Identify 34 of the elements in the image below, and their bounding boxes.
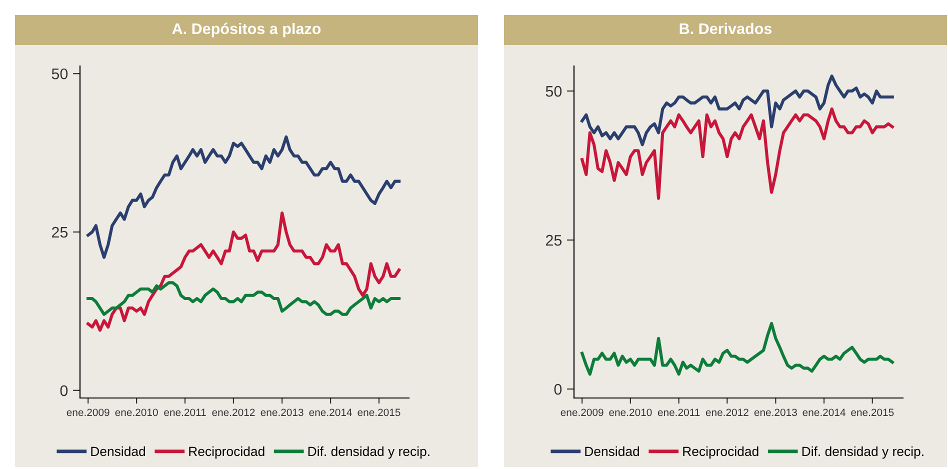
x-tick-label: ene.2014 [802,408,846,416]
x-tick-label: ene.2010 [609,408,652,416]
line-series [580,107,894,200]
line-series [580,322,894,376]
line-series [86,135,401,259]
x-tick-label: ene.2015 [851,408,894,416]
x-tick-label: ene.2014 [309,408,352,416]
legend-label: Densidad [585,446,640,456]
legend-label: Dif. densidad y recip. [308,446,430,459]
chart-title: B. Derivados [680,22,772,34]
y-tick-label: 25 [52,226,68,238]
line-series [86,281,401,316]
legend-label: Dif. densidad y recip. [802,446,924,459]
line-series [86,211,401,332]
y-tick-label: 0 [554,384,562,395]
x-tick-label: ene.2013 [754,408,797,416]
x-tick-label: ene.2015 [358,408,400,416]
x-tick-label: ene.2009 [560,408,604,416]
x-tick-label: ene.2009 [66,408,110,416]
legend-label: Reciprocidad [189,446,264,459]
x-tick-label: ene.2012 [212,408,255,416]
y-tick-label: 0 [60,385,68,396]
x-tick-label: ene.2011 [164,408,206,416]
legend-label: Densidad [91,446,146,456]
legend-label: Reciprocidad [683,446,758,459]
chart-title: A. Depósitos a plazo [172,22,321,38]
y-tick-label: 50 [52,68,68,80]
y-tick-label: 25 [546,234,562,246]
x-tick-label: ene.2010 [115,408,158,416]
x-tick-label: ene.2011 [658,408,700,416]
line-series [580,74,894,146]
x-tick-label: ene.2013 [260,408,304,416]
x-tick-label: ene.2012 [706,408,748,416]
y-tick-label: 50 [546,86,562,97]
